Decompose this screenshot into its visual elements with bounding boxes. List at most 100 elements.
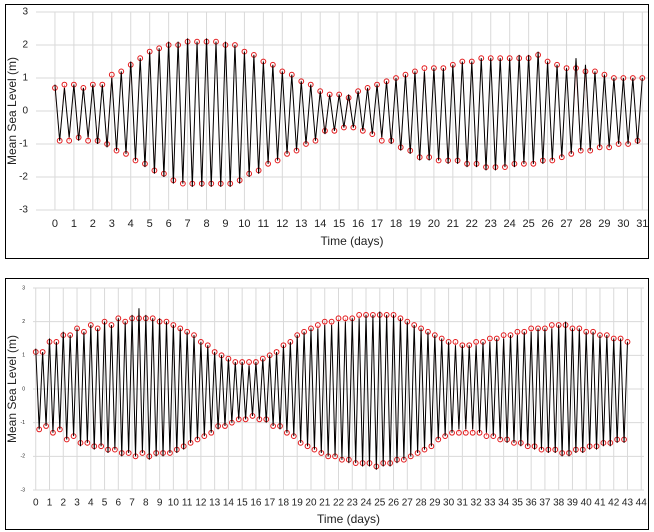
- x-tick-label: 0: [52, 218, 58, 230]
- x-tick-label: 13: [209, 498, 221, 509]
- x-tick-label: 17: [264, 498, 276, 509]
- x-tick-label: 30: [443, 498, 455, 509]
- x-tick-label: 13: [295, 218, 307, 230]
- x-tick-label: 9: [157, 498, 163, 509]
- x-tick-label: 16: [250, 498, 262, 509]
- x-tick-label: 37: [539, 498, 551, 509]
- y-tick-label: 3: [22, 7, 28, 18]
- data-point: [66, 137, 73, 144]
- data-point: [456, 429, 462, 436]
- y-tick-label: 1: [22, 73, 28, 84]
- series-line: [54, 38, 643, 187]
- x-tick-label: 27: [402, 498, 414, 509]
- x-tick-label: 21: [319, 498, 331, 509]
- x-tick-label: 8: [203, 218, 209, 230]
- x-tick-label: 7: [129, 498, 135, 509]
- y-tick-label: 2: [22, 319, 25, 325]
- x-tick-label: 31: [636, 218, 648, 230]
- x-tick-label: 6: [116, 498, 122, 509]
- y-tick-label: -3: [19, 205, 28, 216]
- x-tick-label: 40: [581, 498, 593, 509]
- y-tick-label: 1: [22, 353, 25, 359]
- x-tick-label: 22: [333, 498, 345, 509]
- x-tick-label: 10: [238, 218, 250, 230]
- x-tick-label: 15: [237, 498, 249, 509]
- plot-area: [32, 287, 644, 491]
- data-point: [342, 315, 349, 322]
- x-tick-label: 3: [109, 218, 115, 230]
- x-tick-label: 4: [128, 218, 134, 230]
- data-point: [328, 318, 335, 325]
- data-point: [483, 433, 490, 440]
- data-point: [473, 338, 480, 345]
- series-line: [35, 308, 628, 470]
- y-tick-label: -2: [21, 454, 26, 460]
- x-tick-label: 39: [567, 498, 579, 509]
- data-point: [500, 332, 507, 339]
- x-tick-label: 25: [523, 218, 535, 230]
- x-tick-label: 12: [195, 498, 207, 509]
- x-tick-label: 38: [553, 498, 565, 509]
- y-tick-label: -1: [19, 139, 28, 150]
- x-tick-label: 22: [466, 218, 478, 230]
- x-tick-label: 43: [622, 498, 634, 509]
- x-tick-label: 17: [371, 218, 383, 230]
- y-tick-label: 3: [22, 285, 25, 291]
- x-tick-label: 19: [409, 218, 421, 230]
- x-tick-label: 28: [579, 218, 591, 230]
- data-point: [246, 359, 252, 365]
- x-tick-label: 10: [168, 498, 180, 509]
- x-tick-label: 2: [90, 218, 96, 230]
- y-axis-title: Mean Sea Level (m): [5, 335, 19, 443]
- x-tick-label: 20: [428, 218, 440, 230]
- panel-frame: [5, 278, 649, 530]
- x-tick-label: 34: [498, 498, 510, 509]
- x-tick-label: 3: [74, 498, 80, 509]
- x-tick-label: 41: [594, 498, 606, 509]
- y-tick-label: 2: [22, 40, 28, 51]
- x-tick-label: 1: [71, 218, 77, 230]
- x-tick-label: 14: [223, 498, 235, 509]
- x-tick-label: 18: [390, 218, 402, 230]
- x-tick-label: 8: [143, 498, 149, 509]
- y-tick-label: -3: [21, 487, 26, 493]
- plot-area: [36, 11, 648, 211]
- x-axis-title: Time (days): [321, 234, 384, 248]
- x-tick-label: 28: [416, 498, 428, 509]
- x-tick-label: 21: [447, 218, 459, 230]
- x-axis-title: Time (days): [317, 512, 380, 526]
- panel-frame: [5, 4, 649, 259]
- y-tick-label: -1: [21, 420, 26, 426]
- x-tick-label: 7: [185, 218, 191, 230]
- x-tick-label: 44: [636, 498, 648, 509]
- x-tick-label: 12: [276, 218, 288, 230]
- x-tick-label: 1: [47, 498, 53, 509]
- x-tick-label: 5: [147, 218, 153, 230]
- x-tick-label: 25: [374, 498, 386, 509]
- x-tick-label: 16: [352, 218, 364, 230]
- x-tick-label: 29: [598, 218, 610, 230]
- x-tick-label: 24: [504, 218, 516, 230]
- x-tick-label: 26: [541, 218, 553, 230]
- x-tick-label: 36: [526, 498, 538, 509]
- data-point: [514, 328, 521, 335]
- y-tick-label: -2: [19, 172, 28, 183]
- x-tick-label: 23: [485, 218, 497, 230]
- x-tick-label: 31: [457, 498, 469, 509]
- data-point: [108, 71, 115, 78]
- data-point: [462, 429, 469, 436]
- x-tick-label: 19: [292, 498, 304, 509]
- x-tick-label: 5: [102, 498, 108, 509]
- data-point: [486, 335, 493, 342]
- x-tick-label: 11: [182, 498, 193, 509]
- x-tick-label: 0: [33, 498, 39, 509]
- x-tick-label: 18: [278, 498, 290, 509]
- data-point: [314, 322, 321, 328]
- data-point: [528, 325, 535, 332]
- x-tick-label: 35: [512, 498, 524, 509]
- x-tick-label: 23: [347, 498, 359, 509]
- x-tick-label: 26: [388, 498, 400, 509]
- y-tick-label: 0: [22, 386, 25, 392]
- x-tick-label: 6: [166, 218, 172, 230]
